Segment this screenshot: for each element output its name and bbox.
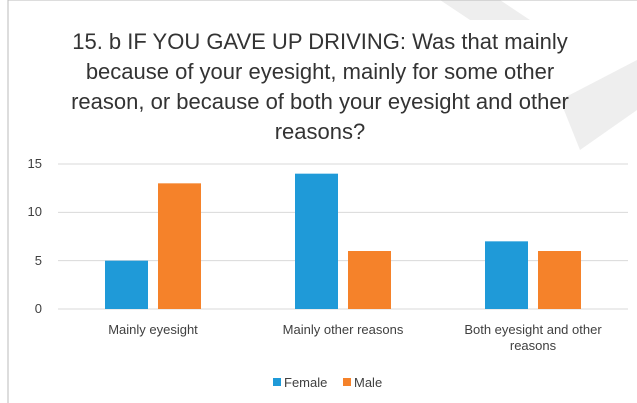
watermark — [560, 60, 637, 150]
y-tick-label: 0 — [34, 301, 42, 316]
bar — [158, 183, 201, 309]
legend-label: Male — [354, 375, 383, 390]
legend-swatch — [273, 378, 281, 386]
chart-title: 15. b IF YOU GAVE UP DRIVING: Was that m… — [71, 29, 569, 144]
x-tick-label: Mainly other reasons — [282, 322, 404, 337]
y-tick-label: 5 — [34, 252, 42, 268]
legend-label: Female — [284, 375, 328, 390]
bar — [538, 251, 581, 309]
x-tick-label: Both eyesight and other reasons — [464, 322, 602, 353]
x-tick-label: Mainly eyesight — [108, 322, 198, 337]
legend-swatch — [343, 378, 351, 386]
bar — [485, 241, 528, 309]
bar — [348, 251, 391, 309]
y-tick-label: 15 — [27, 156, 42, 171]
watermark — [440, 0, 530, 20]
bar — [105, 260, 148, 309]
y-tick-label: 10 — [27, 204, 42, 220]
bar — [295, 173, 338, 309]
